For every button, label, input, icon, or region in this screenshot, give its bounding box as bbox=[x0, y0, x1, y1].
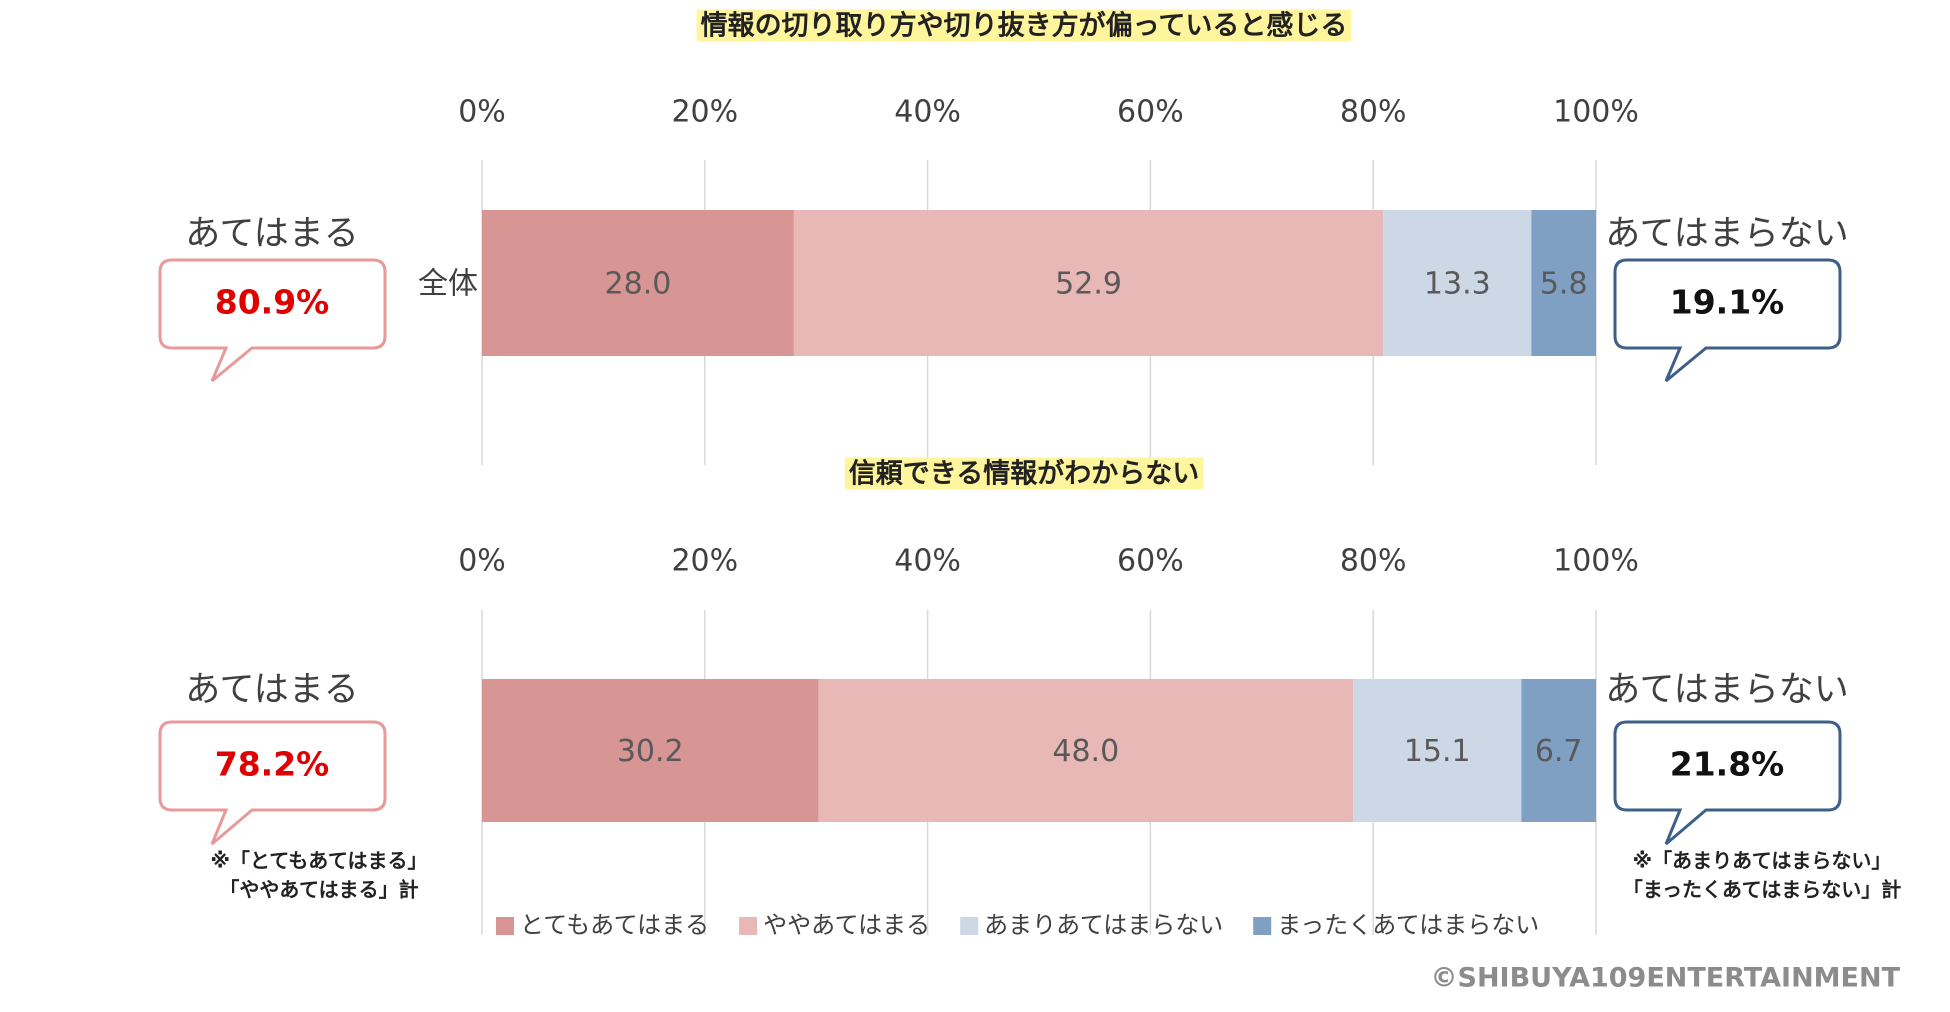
note: ※「とてもあてはまる」 bbox=[210, 849, 427, 873]
x-tick-label: 60% bbox=[1117, 544, 1184, 579]
x-tick-label: 0% bbox=[458, 95, 506, 130]
callout-bubble bbox=[158, 720, 387, 846]
copyright: ©SHIBUYA109ENTERTAINMENT bbox=[1431, 963, 1901, 994]
bar-segment bbox=[1521, 679, 1596, 822]
bar-segment bbox=[1531, 210, 1596, 356]
title-highlight bbox=[696, 9, 1352, 42]
legend-swatch bbox=[496, 917, 514, 935]
callout-bubble bbox=[1613, 258, 1842, 383]
legend-swatch bbox=[1253, 917, 1272, 935]
x-tick-label: 60% bbox=[1117, 95, 1184, 130]
callout-total: 80.9% bbox=[215, 283, 330, 322]
data-label: 30.2 bbox=[617, 734, 684, 769]
x-tick-label: 20% bbox=[671, 544, 738, 579]
data-label: 5.8 bbox=[1540, 267, 1588, 302]
x-tick-label: 0% bbox=[458, 544, 506, 579]
title-highlight bbox=[844, 457, 1204, 490]
chart-title: 情報の切り取り方や切り抜き方が偏っていると感じる bbox=[701, 10, 1348, 42]
legend-label: とてもあてはまる bbox=[520, 911, 709, 939]
legend-swatch bbox=[960, 917, 979, 935]
bar-segment bbox=[1383, 210, 1532, 356]
data-label: 28.0 bbox=[605, 267, 672, 302]
x-tick-label: 20% bbox=[671, 95, 738, 130]
callout-label: あてはまる bbox=[185, 214, 359, 254]
x-tick-label: 40% bbox=[894, 95, 961, 130]
data-label: 6.7 bbox=[1535, 734, 1583, 769]
note: 「まったくあてはまらない」計 bbox=[1623, 878, 1901, 902]
legend-label: あまりあてはまらない bbox=[984, 911, 1223, 939]
callout-label: あてはまる bbox=[185, 670, 359, 710]
note: 「ややあてはまる」計 bbox=[219, 878, 418, 902]
note: ※「あまりあてはまらない」 bbox=[1633, 849, 1892, 873]
bar-segment bbox=[793, 210, 1384, 356]
x-tick-label: 40% bbox=[894, 544, 961, 579]
data-label: 13.3 bbox=[1424, 267, 1491, 302]
callout-label: あてはまらない bbox=[1605, 670, 1849, 710]
x-tick-label: 100% bbox=[1553, 95, 1639, 130]
x-tick-label: 80% bbox=[1340, 544, 1407, 579]
callout-bubble bbox=[1613, 720, 1842, 846]
chart-title: 信頼できる情報がわからない bbox=[849, 458, 1199, 490]
legend-label: ややあてはまる bbox=[763, 911, 930, 939]
data-label: 15.1 bbox=[1404, 734, 1471, 769]
callout-total: 21.8% bbox=[1670, 745, 1785, 784]
bar-segment bbox=[818, 679, 1354, 822]
callout-total: 19.1% bbox=[1670, 283, 1785, 322]
callout-total: 78.2% bbox=[215, 745, 330, 784]
legend-swatch bbox=[739, 917, 758, 935]
bar-segment bbox=[482, 679, 819, 822]
data-label: 52.9 bbox=[1055, 267, 1122, 302]
bar-segment bbox=[482, 210, 794, 356]
callout-label: あてはまらない bbox=[1605, 214, 1849, 254]
legend-label: まったくあてはまらない bbox=[1277, 911, 1539, 939]
bar-segment bbox=[1353, 679, 1522, 822]
callout-bubble bbox=[158, 258, 387, 383]
x-tick-label: 80% bbox=[1340, 95, 1407, 130]
x-tick-label: 100% bbox=[1553, 544, 1639, 579]
data-label: 48.0 bbox=[1052, 734, 1119, 769]
category-label: 全体 bbox=[418, 267, 478, 302]
